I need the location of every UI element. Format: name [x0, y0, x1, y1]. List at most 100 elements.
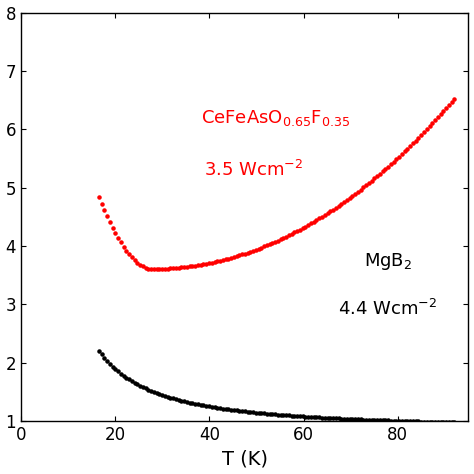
Point	[153, 389, 160, 397]
Point	[327, 208, 334, 215]
Point	[288, 230, 295, 237]
Point	[434, 114, 442, 121]
Point	[346, 415, 354, 423]
Point	[343, 196, 351, 204]
Point	[208, 403, 216, 410]
Point	[329, 414, 337, 422]
Point	[313, 216, 320, 224]
Point	[354, 416, 362, 423]
Point	[362, 416, 370, 423]
Point	[131, 256, 138, 264]
Point	[128, 254, 136, 261]
Point	[189, 262, 196, 270]
Point	[134, 259, 141, 266]
Point	[233, 252, 240, 260]
Point	[437, 110, 444, 118]
Point	[343, 415, 351, 423]
Point	[249, 409, 257, 416]
Point	[395, 417, 403, 425]
Point	[354, 188, 362, 195]
Text: $\mathrm{MgB_2}$: $\mathrm{MgB_2}$	[364, 251, 412, 272]
Point	[387, 160, 395, 168]
Point	[291, 228, 298, 236]
Point	[117, 370, 125, 377]
Point	[406, 418, 414, 425]
Point	[178, 397, 185, 404]
Point	[167, 394, 174, 401]
Point	[161, 392, 169, 400]
Point	[324, 414, 331, 422]
Point	[244, 249, 251, 256]
Point	[307, 219, 315, 227]
Point	[392, 155, 400, 163]
Point	[158, 265, 166, 273]
Point	[277, 411, 284, 419]
Point	[222, 405, 229, 413]
Point	[106, 219, 114, 226]
Point	[125, 376, 133, 383]
Point	[404, 417, 411, 425]
Text: $\mathrm{4.4\ Wcm^{-2}}$: $\mathrm{4.4\ Wcm^{-2}}$	[338, 299, 438, 319]
Point	[280, 411, 287, 419]
Point	[445, 419, 453, 426]
Point	[257, 410, 265, 417]
Point	[376, 170, 383, 178]
Point	[283, 411, 290, 419]
Point	[111, 229, 119, 237]
Point	[395, 153, 403, 160]
Point	[109, 363, 116, 370]
Point	[445, 101, 453, 109]
Point	[401, 147, 409, 155]
Point	[95, 347, 102, 355]
Point	[415, 134, 422, 142]
Point	[122, 374, 130, 382]
Point	[169, 264, 177, 272]
Point	[318, 213, 326, 220]
Point	[181, 398, 188, 405]
Point	[238, 407, 246, 415]
Point	[137, 261, 144, 268]
Point	[296, 412, 304, 420]
Point	[357, 416, 365, 423]
Point	[100, 206, 108, 214]
Point	[340, 415, 348, 422]
Point	[246, 408, 254, 416]
Point	[211, 258, 219, 266]
Point	[348, 192, 356, 200]
Point	[371, 175, 378, 182]
Point	[134, 381, 141, 388]
Point	[183, 398, 191, 406]
Point	[263, 410, 271, 418]
Point	[420, 418, 428, 425]
Point	[150, 388, 158, 396]
Point	[147, 265, 155, 273]
Point	[301, 223, 309, 230]
Point	[202, 260, 210, 267]
Point	[153, 265, 160, 273]
Point	[114, 234, 122, 242]
Text: $\mathrm{3.5\ Wcm^{-2}}$: $\mathrm{3.5\ Wcm^{-2}}$	[204, 160, 303, 180]
Point	[382, 165, 389, 173]
Point	[291, 412, 298, 419]
Point	[398, 417, 406, 425]
Point	[241, 250, 249, 257]
Point	[418, 418, 425, 425]
Point	[390, 158, 398, 165]
Point	[164, 265, 172, 273]
Point	[257, 244, 265, 251]
Point	[450, 95, 458, 102]
Point	[200, 401, 207, 409]
Point	[384, 417, 392, 424]
Point	[368, 177, 375, 184]
Point	[109, 224, 116, 232]
Point	[120, 243, 128, 250]
Point	[202, 402, 210, 410]
Point	[321, 211, 328, 219]
Point	[186, 399, 193, 406]
Point	[95, 193, 102, 201]
Point	[283, 233, 290, 240]
Point	[189, 400, 196, 407]
Point	[404, 145, 411, 153]
Point	[122, 247, 130, 255]
Point	[128, 377, 136, 385]
